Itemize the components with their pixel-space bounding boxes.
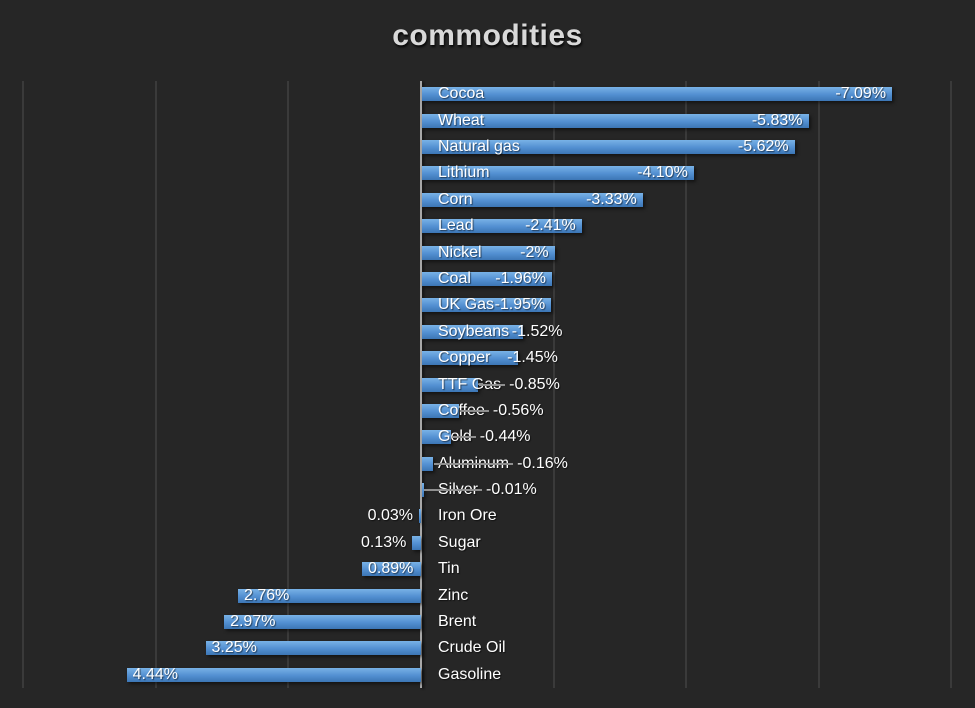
bar-soybeans (422, 324, 523, 339)
value-label: -1.45% (507, 349, 558, 367)
bar-brent (224, 615, 421, 630)
value-label: 3.25% (211, 639, 257, 657)
leader-line (452, 436, 476, 439)
value-label: -0.44% (479, 428, 531, 446)
category-label: Copper (438, 349, 491, 367)
value-label: -1.95% (494, 296, 546, 314)
category-label: Corn (438, 190, 473, 208)
value-label: -4.10% (637, 164, 688, 182)
value-label: -0.85% (509, 375, 560, 393)
category-label: Coal (438, 269, 471, 287)
gridline (154, 81, 157, 688)
value-label: -5.83% (751, 111, 803, 129)
category-label: Crude Oil (438, 639, 506, 657)
value-label: -1.96% (495, 269, 546, 287)
leader-line (433, 462, 514, 465)
value-label: 0.13% (361, 533, 407, 551)
value-label: -0.16% (517, 454, 568, 472)
value-label: -5.62% (737, 137, 789, 155)
bar-gasoline (126, 667, 421, 682)
gridline (552, 81, 555, 688)
bar-coffee (422, 403, 460, 418)
category-label: Sugar (438, 533, 481, 551)
bar-silver (422, 483, 424, 498)
category-label: UK Gas (438, 296, 495, 314)
bar-uk-gas (422, 298, 552, 313)
bar-wheat (422, 113, 809, 128)
gridline (287, 81, 290, 688)
category-label: Lead (438, 217, 474, 235)
leader-line (460, 409, 489, 412)
gridline (817, 81, 820, 688)
value-label: 0.03% (367, 507, 413, 525)
category-label: Brent (438, 613, 477, 631)
bar-sugar (412, 535, 421, 550)
chart-title: commodities (392, 19, 583, 52)
leader-line (479, 383, 506, 386)
category-label: Natural gas (438, 137, 520, 155)
category-label: Zinc (438, 586, 469, 604)
gridline (22, 81, 25, 688)
value-label: 2.97% (230, 613, 276, 631)
bar-corn (422, 192, 643, 207)
value-label: -0.56% (492, 401, 544, 419)
category-label: Tin (438, 560, 460, 578)
bar-natural-gas (422, 139, 795, 154)
category-label: Iron Ore (438, 507, 497, 525)
leader-line (423, 489, 482, 492)
bar-iron-ore (419, 509, 421, 524)
bar-lithium (422, 166, 694, 181)
value-label: 2.76% (244, 586, 290, 604)
gridline (950, 81, 953, 688)
value-label: -0.01% (486, 481, 537, 499)
bar-copper (422, 351, 519, 366)
bar-zinc (238, 588, 421, 603)
category-label: Lithium (438, 164, 490, 182)
bar-coal (422, 271, 552, 286)
zero-axis-line (420, 81, 422, 688)
category-label: Nickel (438, 243, 482, 261)
bar-nickel (422, 245, 555, 260)
bar-crude-oil (205, 641, 421, 656)
category-label: TTF Gas (438, 375, 502, 393)
value-label: 0.89% (367, 560, 414, 578)
category-label: Soybeans (438, 322, 510, 340)
bar-ttf-gas (422, 377, 479, 392)
value-label: -2% (520, 243, 549, 261)
category-label: Cocoa (438, 85, 485, 103)
value-label: -2.41% (525, 217, 576, 235)
gridline (685, 81, 688, 688)
bar-gold (422, 430, 452, 445)
bar-lead (422, 219, 582, 234)
value-label: -3.33% (586, 190, 637, 208)
value-label: 4.44% (132, 665, 178, 683)
bar-aluminum (422, 456, 433, 471)
value-label: -7.09% (835, 85, 887, 103)
bar-cocoa (422, 87, 893, 102)
category-label: Gasoline (438, 665, 502, 683)
bar-tin (361, 562, 421, 577)
category-label: Wheat (438, 111, 485, 129)
value-label: -1.52% (511, 322, 563, 340)
